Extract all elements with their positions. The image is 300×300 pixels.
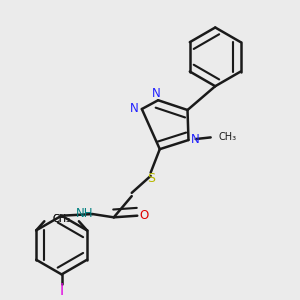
Text: CH₃: CH₃: [219, 132, 237, 142]
Text: S: S: [147, 172, 155, 185]
Text: O: O: [140, 209, 149, 222]
Text: N: N: [152, 87, 161, 100]
Text: N: N: [191, 133, 200, 146]
Text: CH₃: CH₃: [52, 214, 70, 224]
Text: NH: NH: [76, 207, 93, 220]
Text: N: N: [130, 102, 139, 115]
Text: I: I: [59, 283, 64, 298]
Text: CH₃: CH₃: [52, 214, 71, 224]
